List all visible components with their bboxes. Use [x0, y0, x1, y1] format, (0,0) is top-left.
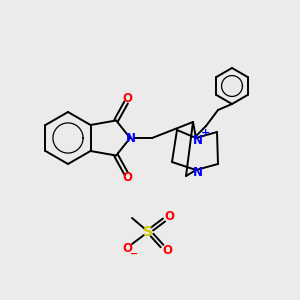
Text: O: O [122, 92, 132, 105]
Text: S: S [143, 225, 153, 239]
Text: N: N [193, 166, 203, 178]
Text: +: + [200, 128, 210, 138]
Text: N: N [193, 134, 203, 146]
Text: O: O [122, 171, 132, 184]
Text: O: O [164, 209, 174, 223]
Text: −: − [130, 249, 138, 259]
Text: O: O [162, 244, 172, 256]
Text: N: N [126, 131, 136, 145]
Text: O: O [122, 242, 132, 254]
